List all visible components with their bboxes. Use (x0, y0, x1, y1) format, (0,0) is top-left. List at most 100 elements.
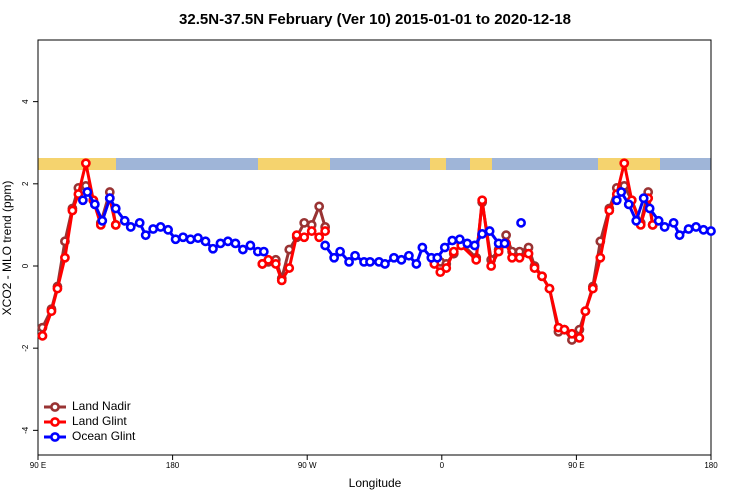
series-line (41, 161, 655, 340)
data-point (365, 256, 375, 267)
data-point (320, 226, 331, 236)
data-point (454, 234, 465, 245)
data-point (380, 259, 390, 269)
data-point (245, 240, 256, 251)
data-point (484, 226, 495, 236)
data-point (574, 332, 585, 343)
data-point (631, 215, 642, 226)
data-point (320, 240, 331, 251)
data-point (104, 193, 115, 204)
data-point (73, 189, 84, 199)
y-tick-label: 4 (21, 99, 30, 104)
plot-frame (37, 39, 712, 456)
data-point (523, 248, 534, 259)
data-point (263, 254, 274, 265)
data-point (208, 243, 218, 254)
data-point (486, 261, 497, 271)
data-point (148, 224, 159, 234)
data-point (125, 222, 136, 232)
data-point (270, 259, 281, 269)
data-point (580, 306, 591, 317)
land-mask-strip (38, 158, 711, 170)
data-point (706, 226, 716, 236)
y-axis-label: XCO2 - MLO trend (ppm) (0, 181, 14, 316)
x-tick-label: 0 (440, 461, 445, 470)
x-tick-label: 90 W (298, 461, 317, 470)
data-point (616, 187, 627, 197)
data-point (462, 238, 473, 249)
data-point (110, 203, 121, 214)
x-axis-label: Longitude (349, 476, 402, 490)
data-point (299, 217, 310, 228)
data-point (691, 222, 701, 232)
data-point (501, 230, 512, 241)
data-point (529, 263, 540, 273)
data-point (668, 217, 679, 228)
data-point (389, 252, 399, 263)
data-point (644, 203, 655, 214)
data-point (417, 242, 428, 253)
data-point (314, 201, 325, 212)
x-tick-label: 180 (704, 461, 718, 470)
data-point (674, 230, 685, 241)
data-point (604, 205, 615, 216)
data-point (611, 195, 622, 206)
data-point (698, 224, 709, 235)
legend-marker (50, 432, 60, 442)
data-point (284, 263, 295, 273)
data-point (46, 306, 57, 317)
data-point (567, 328, 577, 339)
chart-title: 32.5N-37.5N February (Ver 10) 2015-01-01… (179, 11, 571, 28)
data-point (441, 263, 452, 273)
data-point (587, 283, 598, 294)
data-point (140, 230, 151, 241)
data-point (350, 250, 360, 261)
legend-marker (50, 402, 60, 412)
data-point (335, 246, 346, 257)
data-point (223, 236, 233, 247)
data-point (37, 330, 48, 341)
data-point (432, 252, 443, 263)
series (37, 158, 658, 343)
data-point (170, 234, 181, 245)
data-point (653, 215, 664, 226)
data-point (215, 238, 226, 249)
data-point (178, 232, 188, 243)
data-point (638, 193, 649, 204)
data-point (89, 199, 100, 210)
data-point (237, 244, 248, 255)
x-tick-label: 180 (166, 461, 180, 470)
data-point (619, 158, 630, 169)
data-point (507, 252, 517, 263)
data-point (493, 246, 504, 257)
data-point (276, 275, 287, 286)
data-point (155, 222, 166, 232)
data-point (200, 236, 211, 247)
legend-label: Ocean Glint (72, 429, 136, 443)
data-point (110, 220, 121, 230)
x-tick-label: 90 E (568, 461, 584, 470)
data-point (499, 238, 510, 249)
data-point (119, 215, 130, 226)
data-point (537, 271, 547, 282)
data-point (595, 252, 606, 263)
data-point (306, 226, 317, 236)
data-point (52, 283, 63, 294)
data-point (544, 283, 555, 294)
data-point (471, 254, 482, 265)
data-point (448, 246, 459, 257)
data-point (97, 215, 108, 226)
data-point (77, 195, 88, 206)
data-point (516, 217, 526, 228)
data-point (683, 224, 694, 234)
data-point (623, 199, 634, 210)
data-point (185, 234, 196, 245)
data-point (439, 242, 450, 253)
data-point (329, 252, 340, 263)
data-point (477, 229, 488, 239)
data-point (344, 256, 354, 267)
data-point (477, 195, 488, 206)
y-tick-label: 2 (21, 181, 30, 186)
data-point (163, 224, 174, 235)
